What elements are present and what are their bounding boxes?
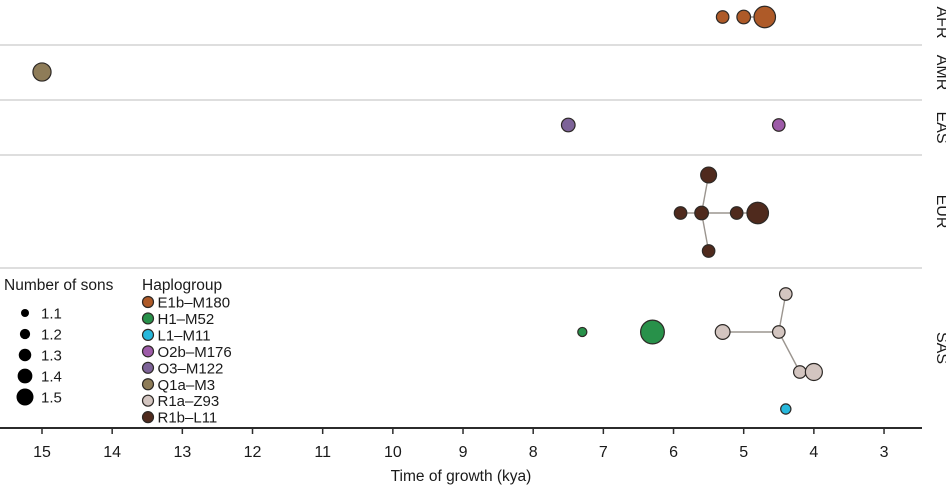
point-SAS-R1a–Z93 [771, 325, 786, 339]
point-EUR-R1b–L11 [701, 244, 716, 258]
panel-label-EUR: EUR [933, 195, 946, 229]
x-axis-title: Time of growth (kya) [391, 468, 532, 485]
x-tick-label: 9 [459, 444, 468, 461]
point-SAS-H1–M52 [577, 326, 588, 338]
color-legend-swatch [141, 345, 155, 358]
color-legend-label: O2b–M176 [158, 344, 232, 361]
size-legend-label: 1.3 [41, 348, 62, 365]
x-tick-label: 4 [809, 444, 818, 461]
color-legend-swatch [141, 394, 155, 407]
x-tick-label: 15 [33, 444, 51, 461]
edge-line [778, 331, 801, 373]
color-legend-label: R1b–L11 [158, 410, 218, 427]
x-tick-label: 3 [880, 444, 889, 461]
size-legend-label: 1.2 [41, 327, 62, 344]
color-legend-swatch [141, 378, 155, 391]
point-EUR-R1b–L11 [700, 166, 718, 184]
panel-label-AMR: AMR [933, 55, 946, 91]
x-tick-label: 6 [669, 444, 678, 461]
x-tick-label: 7 [599, 444, 608, 461]
x-tick-label: 8 [529, 444, 538, 461]
x-tick-label: 14 [103, 444, 121, 461]
color-legend: E1b–M180H1–M52L1–M11O2b–M176O3–M122Q1a–M… [141, 295, 232, 427]
point-AFR-E1b–M180 [753, 5, 777, 29]
facet-labels: AFR AMR EAS EUR SAS [933, 7, 946, 365]
edge-lines [680, 16, 814, 373]
size-legend-label: 1.4 [41, 369, 62, 386]
color-legend-title: Haplogroup [142, 277, 222, 294]
point-EAS-O2b–M176 [771, 118, 786, 132]
point-SAS-R1a–Z93 [792, 365, 807, 379]
point-AMR-Q1a–M3 [32, 62, 52, 82]
color-legend-label: R1a–Z93 [158, 393, 220, 410]
color-legend-label: E1b–M180 [158, 295, 231, 312]
color-legend-swatch [141, 312, 155, 325]
data-points [32, 5, 823, 415]
x-tick-label: 10 [384, 444, 402, 461]
size-legend: 1.1 1.2 1.3 1.4 1.5 [16, 306, 62, 407]
color-legend-swatch [141, 361, 155, 374]
size-legend-bubble [19, 328, 31, 340]
point-EUR-R1b–L11 [729, 206, 744, 220]
color-legend-swatch [141, 295, 155, 309]
x-tick-label: 13 [173, 444, 191, 461]
point-SAS-R1a–Z93 [778, 287, 793, 301]
point-EAS-O3–M122 [560, 117, 576, 133]
point-EUR-R1b–L11 [746, 201, 770, 225]
color-legend-label: L1–M11 [158, 327, 211, 344]
point-SAS-L1–M11 [780, 403, 792, 415]
point-AFR-E1b–M180 [736, 9, 752, 25]
point-SAS-R1a–Z93 [714, 324, 731, 340]
size-legend-bubble [18, 348, 32, 362]
color-legend-swatch [141, 328, 155, 341]
point-AFR-E1b–M180 [715, 10, 730, 24]
size-legend-label: 1.5 [41, 390, 62, 407]
color-legend-label: H1–M52 [158, 311, 215, 328]
x-tick-label: 11 [314, 444, 331, 461]
panel-label-SAS: SAS [933, 332, 946, 364]
panel-separators [0, 44, 922, 269]
size-legend-bubble [16, 388, 34, 406]
size-legend-label: 1.1 [41, 306, 62, 323]
point-EUR-R1b–L11 [673, 206, 688, 220]
color-legend-swatch [141, 411, 155, 424]
point-EUR-R1b–L11 [694, 205, 710, 221]
size-legend-bubble [17, 368, 33, 384]
point-SAS-H1–M52 [640, 319, 665, 345]
color-legend-label: Q1a–M3 [158, 377, 216, 394]
size-legend-bubble [21, 309, 29, 317]
color-legend-label: O3–M122 [158, 360, 224, 377]
panel-label-EAS: EAS [933, 111, 946, 143]
size-legend-title: Number of sons [4, 277, 114, 294]
x-axis: 15 14 13 12 11 10 9 8 7 6 5 4 3 [0, 427, 922, 461]
point-SAS-R1a–Z93 [804, 362, 823, 382]
panel-label-AFR: AFR [933, 7, 946, 39]
x-tick-label: 5 [739, 444, 748, 461]
x-tick-label: 12 [244, 444, 262, 461]
